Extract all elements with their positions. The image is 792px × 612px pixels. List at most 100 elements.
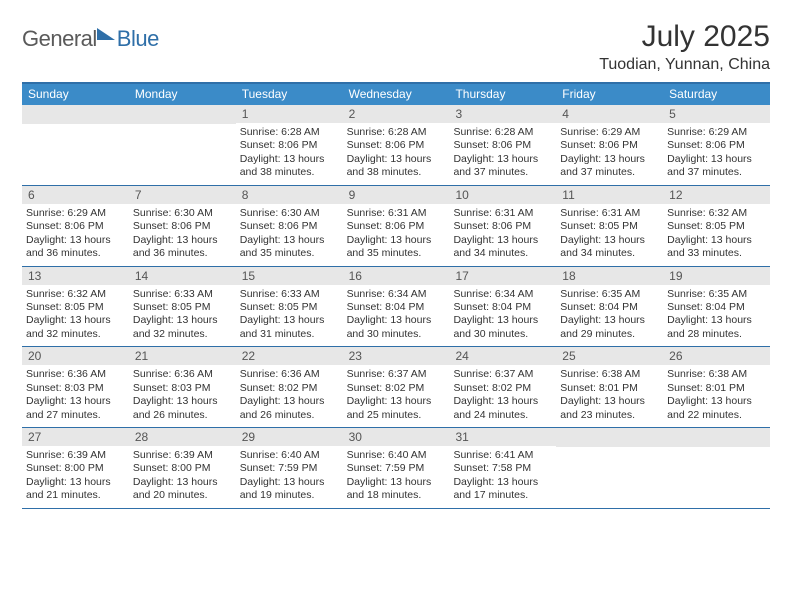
calendar-day: 26Sunrise: 6:38 AMSunset: 8:01 PMDayligh… — [663, 347, 770, 427]
day-content: Sunrise: 6:34 AMSunset: 8:04 PMDaylight:… — [449, 285, 556, 347]
weekday-header: Tuesday — [236, 84, 343, 105]
day-number: 6 — [22, 186, 129, 204]
daylight-line: Daylight: 13 hours and 36 minutes. — [26, 234, 125, 261]
day-content: Sunrise: 6:36 AMSunset: 8:03 PMDaylight:… — [129, 365, 236, 427]
daylight-line: Daylight: 13 hours and 21 minutes. — [26, 476, 125, 503]
calendar-day — [22, 105, 129, 185]
day-content: Sunrise: 6:30 AMSunset: 8:06 PMDaylight:… — [236, 204, 343, 266]
day-content: Sunrise: 6:39 AMSunset: 8:00 PMDaylight:… — [129, 446, 236, 508]
day-content: Sunrise: 6:32 AMSunset: 8:05 PMDaylight:… — [22, 285, 129, 347]
daylight-line: Daylight: 13 hours and 23 minutes. — [560, 395, 659, 422]
day-number: 3 — [449, 105, 556, 123]
day-number — [556, 428, 663, 447]
daylight-line: Daylight: 13 hours and 19 minutes. — [240, 476, 339, 503]
daylight-line: Daylight: 13 hours and 34 minutes. — [560, 234, 659, 261]
day-number: 16 — [343, 267, 450, 285]
daylight-line: Daylight: 13 hours and 28 minutes. — [667, 314, 766, 341]
calendar-day: 19Sunrise: 6:35 AMSunset: 8:04 PMDayligh… — [663, 267, 770, 347]
day-number: 25 — [556, 347, 663, 365]
sunset-line: Sunset: 8:02 PM — [453, 382, 552, 395]
day-number — [129, 105, 236, 124]
calendar-day: 17Sunrise: 6:34 AMSunset: 8:04 PMDayligh… — [449, 267, 556, 347]
sunset-line: Sunset: 8:05 PM — [667, 220, 766, 233]
day-number: 17 — [449, 267, 556, 285]
daylight-line: Daylight: 13 hours and 30 minutes. — [453, 314, 552, 341]
daylight-line: Daylight: 13 hours and 17 minutes. — [453, 476, 552, 503]
calendar-day: 4Sunrise: 6:29 AMSunset: 8:06 PMDaylight… — [556, 105, 663, 185]
sunset-line: Sunset: 8:05 PM — [26, 301, 125, 314]
day-content: Sunrise: 6:28 AMSunset: 8:06 PMDaylight:… — [343, 123, 450, 185]
sunrise-line: Sunrise: 6:33 AM — [240, 288, 339, 301]
calendar-day: 27 Sunrise: 6:39 AMSunset: 8:00 PMDayligh… — [22, 428, 129, 508]
daylight-line: Daylight: 13 hours and 37 minutes. — [560, 153, 659, 180]
calendar-day: 28Sunrise: 6:39 AMSunset: 8:00 PMDayligh… — [129, 428, 236, 508]
header: General Blue July 2025 Tuodian, Yunnan, … — [22, 20, 770, 74]
calendar-day: 15Sunrise: 6:33 AMSunset: 8:05 PMDayligh… — [236, 267, 343, 347]
calendar-day: 24Sunrise: 6:37 AMSunset: 8:02 PMDayligh… — [449, 347, 556, 427]
day-number: 15 — [236, 267, 343, 285]
weeks-container: 1Sunrise: 6:28 AMSunset: 8:06 PMDaylight… — [22, 105, 770, 509]
daylight-line: Daylight: 13 hours and 20 minutes. — [133, 476, 232, 503]
day-number: 27 — [22, 428, 129, 446]
calendar-day: 1 Sunrise: 6:28 AMSunset: 8:06 PMDaylight… — [236, 105, 343, 185]
sunrise-line: Sunrise: 6:28 AM — [240, 126, 339, 139]
sunset-line: Sunset: 8:06 PM — [133, 220, 232, 233]
sunset-line: Sunset: 8:06 PM — [240, 220, 339, 233]
day-content: Sunrise: 6:33 AMSunset: 8:05 PMDaylight:… — [236, 285, 343, 347]
sunset-line: Sunset: 8:01 PM — [560, 382, 659, 395]
calendar-day: 8Sunrise: 6:30 AMSunset: 8:06 PMDaylight… — [236, 186, 343, 266]
daylight-line: Daylight: 13 hours and 18 minutes. — [347, 476, 446, 503]
calendar-day: 7Sunrise: 6:30 AMSunset: 8:06 PMDaylight… — [129, 186, 236, 266]
sunrise-line: Sunrise: 6:38 AM — [667, 368, 766, 381]
daylight-line: Daylight: 13 hours and 33 minutes. — [667, 234, 766, 261]
sunrise-line: Sunrise: 6:32 AM — [26, 288, 125, 301]
day-content: Sunrise: 6:30 AMSunset: 8:06 PMDaylight:… — [129, 204, 236, 266]
sunset-line: Sunset: 8:02 PM — [240, 382, 339, 395]
day-number: 7 — [129, 186, 236, 204]
sunset-line: Sunset: 8:03 PM — [133, 382, 232, 395]
calendar-day: 14Sunrise: 6:33 AMSunset: 8:05 PMDayligh… — [129, 267, 236, 347]
sunset-line: Sunset: 8:06 PM — [560, 139, 659, 152]
sunset-line: Sunset: 8:00 PM — [26, 462, 125, 475]
daylight-line: Daylight: 13 hours and 25 minutes. — [347, 395, 446, 422]
day-number — [22, 105, 129, 124]
day-number: 26 — [663, 347, 770, 365]
day-number: 12 — [663, 186, 770, 204]
day-number: 22 — [236, 347, 343, 365]
day-content: Sunrise: 6:36 AMSunset: 8:02 PMDaylight:… — [236, 365, 343, 427]
calendar-day: 31Sunrise: 6:41 AMSunset: 7:58 PMDayligh… — [449, 428, 556, 508]
calendar-day: 20Sunrise: 6:36 AMSunset: 8:03 PMDayligh… — [22, 347, 129, 427]
calendar-day: 25Sunrise: 6:38 AMSunset: 8:01 PMDayligh… — [556, 347, 663, 427]
sunset-line: Sunset: 8:06 PM — [26, 220, 125, 233]
sunset-line: Sunset: 8:00 PM — [133, 462, 232, 475]
day-number: 19 — [663, 267, 770, 285]
daylight-line: Daylight: 13 hours and 31 minutes. — [240, 314, 339, 341]
sunrise-line: Sunrise: 6:36 AM — [240, 368, 339, 381]
daylight-line: Daylight: 13 hours and 26 minutes. — [240, 395, 339, 422]
day-content: Sunrise: 6:34 AMSunset: 8:04 PMDaylight:… — [343, 285, 450, 347]
day-number: 4 — [556, 105, 663, 123]
calendar-day: 5Sunrise: 6:29 AMSunset: 8:06 PMDaylight… — [663, 105, 770, 185]
day-number: 2 — [343, 105, 450, 123]
day-number: 24 — [449, 347, 556, 365]
weekday-header: Sunday — [22, 84, 129, 105]
sunset-line: Sunset: 8:02 PM — [347, 382, 446, 395]
sunset-line: Sunset: 8:04 PM — [667, 301, 766, 314]
calendar-week: 6Sunrise: 6:29 AMSunset: 8:06 PMDaylight… — [22, 186, 770, 267]
calendar-day: 11Sunrise: 6:31 AMSunset: 8:05 PMDayligh… — [556, 186, 663, 266]
calendar-week: 1Sunrise: 6:28 AMSunset: 8:06 PMDaylight… — [22, 105, 770, 186]
daylight-line: Daylight: 13 hours and 38 minutes. — [240, 153, 339, 180]
sunset-line: Sunset: 8:06 PM — [240, 139, 339, 152]
sunset-line: Sunset: 8:04 PM — [453, 301, 552, 314]
page-subtitle: Tuodian, Yunnan, China — [599, 56, 770, 74]
daylight-line: Daylight: 13 hours and 29 minutes. — [560, 314, 659, 341]
daylight-line: Daylight: 13 hours and 32 minutes. — [133, 314, 232, 341]
day-number: 23 — [343, 347, 450, 365]
sunrise-line: Sunrise: 6:39 AM — [26, 449, 125, 462]
daylight-line: Daylight: 13 hours and 37 minutes. — [453, 153, 552, 180]
sunset-line: Sunset: 8:05 PM — [560, 220, 659, 233]
day-number: 11 — [556, 186, 663, 204]
daylight-line: Daylight: 13 hours and 34 minutes. — [453, 234, 552, 261]
sunset-line: Sunset: 8:06 PM — [667, 139, 766, 152]
day-number: 1 — [236, 105, 343, 123]
